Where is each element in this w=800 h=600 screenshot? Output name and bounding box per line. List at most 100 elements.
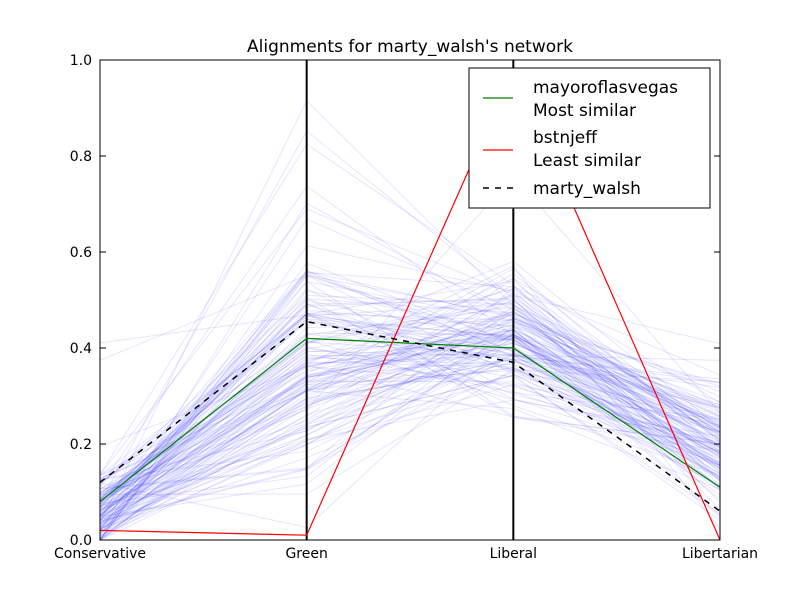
background-line [100,130,720,503]
background-line [100,321,720,498]
legend-sublabel-bstnjeff: Least similar [533,151,641,171]
background-line [100,364,720,490]
background-line [100,346,720,520]
x-tick-label: Libertarian [682,546,758,562]
background-line [100,313,720,484]
background-line [100,296,720,508]
background-line [100,347,720,515]
background-line [100,345,720,540]
background-line [100,202,720,540]
background-line [100,292,720,495]
background-line [100,174,720,494]
background-line [100,318,720,501]
background-line [100,326,720,539]
background-line [100,354,720,521]
background-line [100,334,720,515]
legend-label-mayoroflasvegas: mayoroflasvegas [533,78,678,98]
background-line [100,334,720,512]
background-line [100,218,720,531]
background-line [100,245,720,540]
background-line [100,371,720,530]
background-line [100,274,720,540]
background-line [100,265,720,530]
background-line [100,361,720,535]
legend-label-marty_walsh: marty_walsh [533,179,641,199]
background-line [100,321,720,515]
y-tick-label: 0.2 [70,437,92,453]
background-line [100,360,720,530]
y-tick-label: 0.4 [70,341,92,357]
background-line [100,353,720,503]
plot-frame [99,59,721,541]
legend-sublabel-mayoroflasvegas: Most similar [533,101,636,121]
series-line-bstnjeff [99,68,721,541]
background-line [100,332,720,494]
background-line [100,302,720,503]
background-line [100,310,720,530]
background-line [100,317,720,504]
background-line [100,324,720,481]
background-line [100,358,720,490]
background-line [100,343,720,525]
background-line [100,313,720,501]
background-line [100,335,720,531]
background-line [100,298,720,504]
background-line [100,268,720,529]
background-line [100,270,720,540]
background-line [100,311,720,508]
background-line [100,353,720,515]
background-line [100,329,720,512]
background-line [100,270,720,518]
background-line [100,287,720,522]
y-tick-label: 0.0 [70,533,92,549]
background-line [100,208,720,490]
background-line [100,336,720,489]
background-line [100,346,720,530]
background-line [100,359,720,493]
x-axis: Conservative Green Liberal Libertarian [54,546,758,562]
background-line [100,294,720,494]
background-line [100,337,720,509]
background-line [100,366,720,511]
background-line [100,143,720,486]
background-line [100,294,720,486]
background-line [100,304,720,517]
background-line [100,318,720,500]
background-line [100,314,720,460]
background-line [100,384,720,510]
background-line [100,313,720,525]
background-line [100,306,720,521]
background-line [100,278,720,521]
background-line [100,313,720,479]
background-line [100,309,720,524]
x-tick-label: Liberal [490,546,537,562]
series-line-mayoroflasvegas [99,337,721,503]
background-line [100,290,720,536]
legend: mayoroflasvegas Most similar bstnjeff Le… [468,67,711,209]
chart-title: Alignments for marty_walsh's network [247,37,573,57]
background-line [100,335,720,499]
background-line [100,329,720,507]
background-line [100,273,720,501]
highlighted-series [99,68,721,541]
background-line [100,303,720,528]
legend-box [468,67,711,209]
background-line [100,269,720,505]
background-line [100,274,720,531]
background-line [100,312,720,506]
background-line [100,311,720,518]
background-line [100,333,720,518]
background-line [100,358,720,538]
background-line [100,368,720,496]
background-line [100,288,720,518]
background-line [100,303,720,507]
background-line [100,365,720,448]
background-line [100,323,720,525]
background-line [100,300,720,497]
background-line [100,321,720,526]
background-line [100,294,720,537]
background-line [100,299,720,480]
background-line [100,317,720,540]
background-line [100,325,720,518]
